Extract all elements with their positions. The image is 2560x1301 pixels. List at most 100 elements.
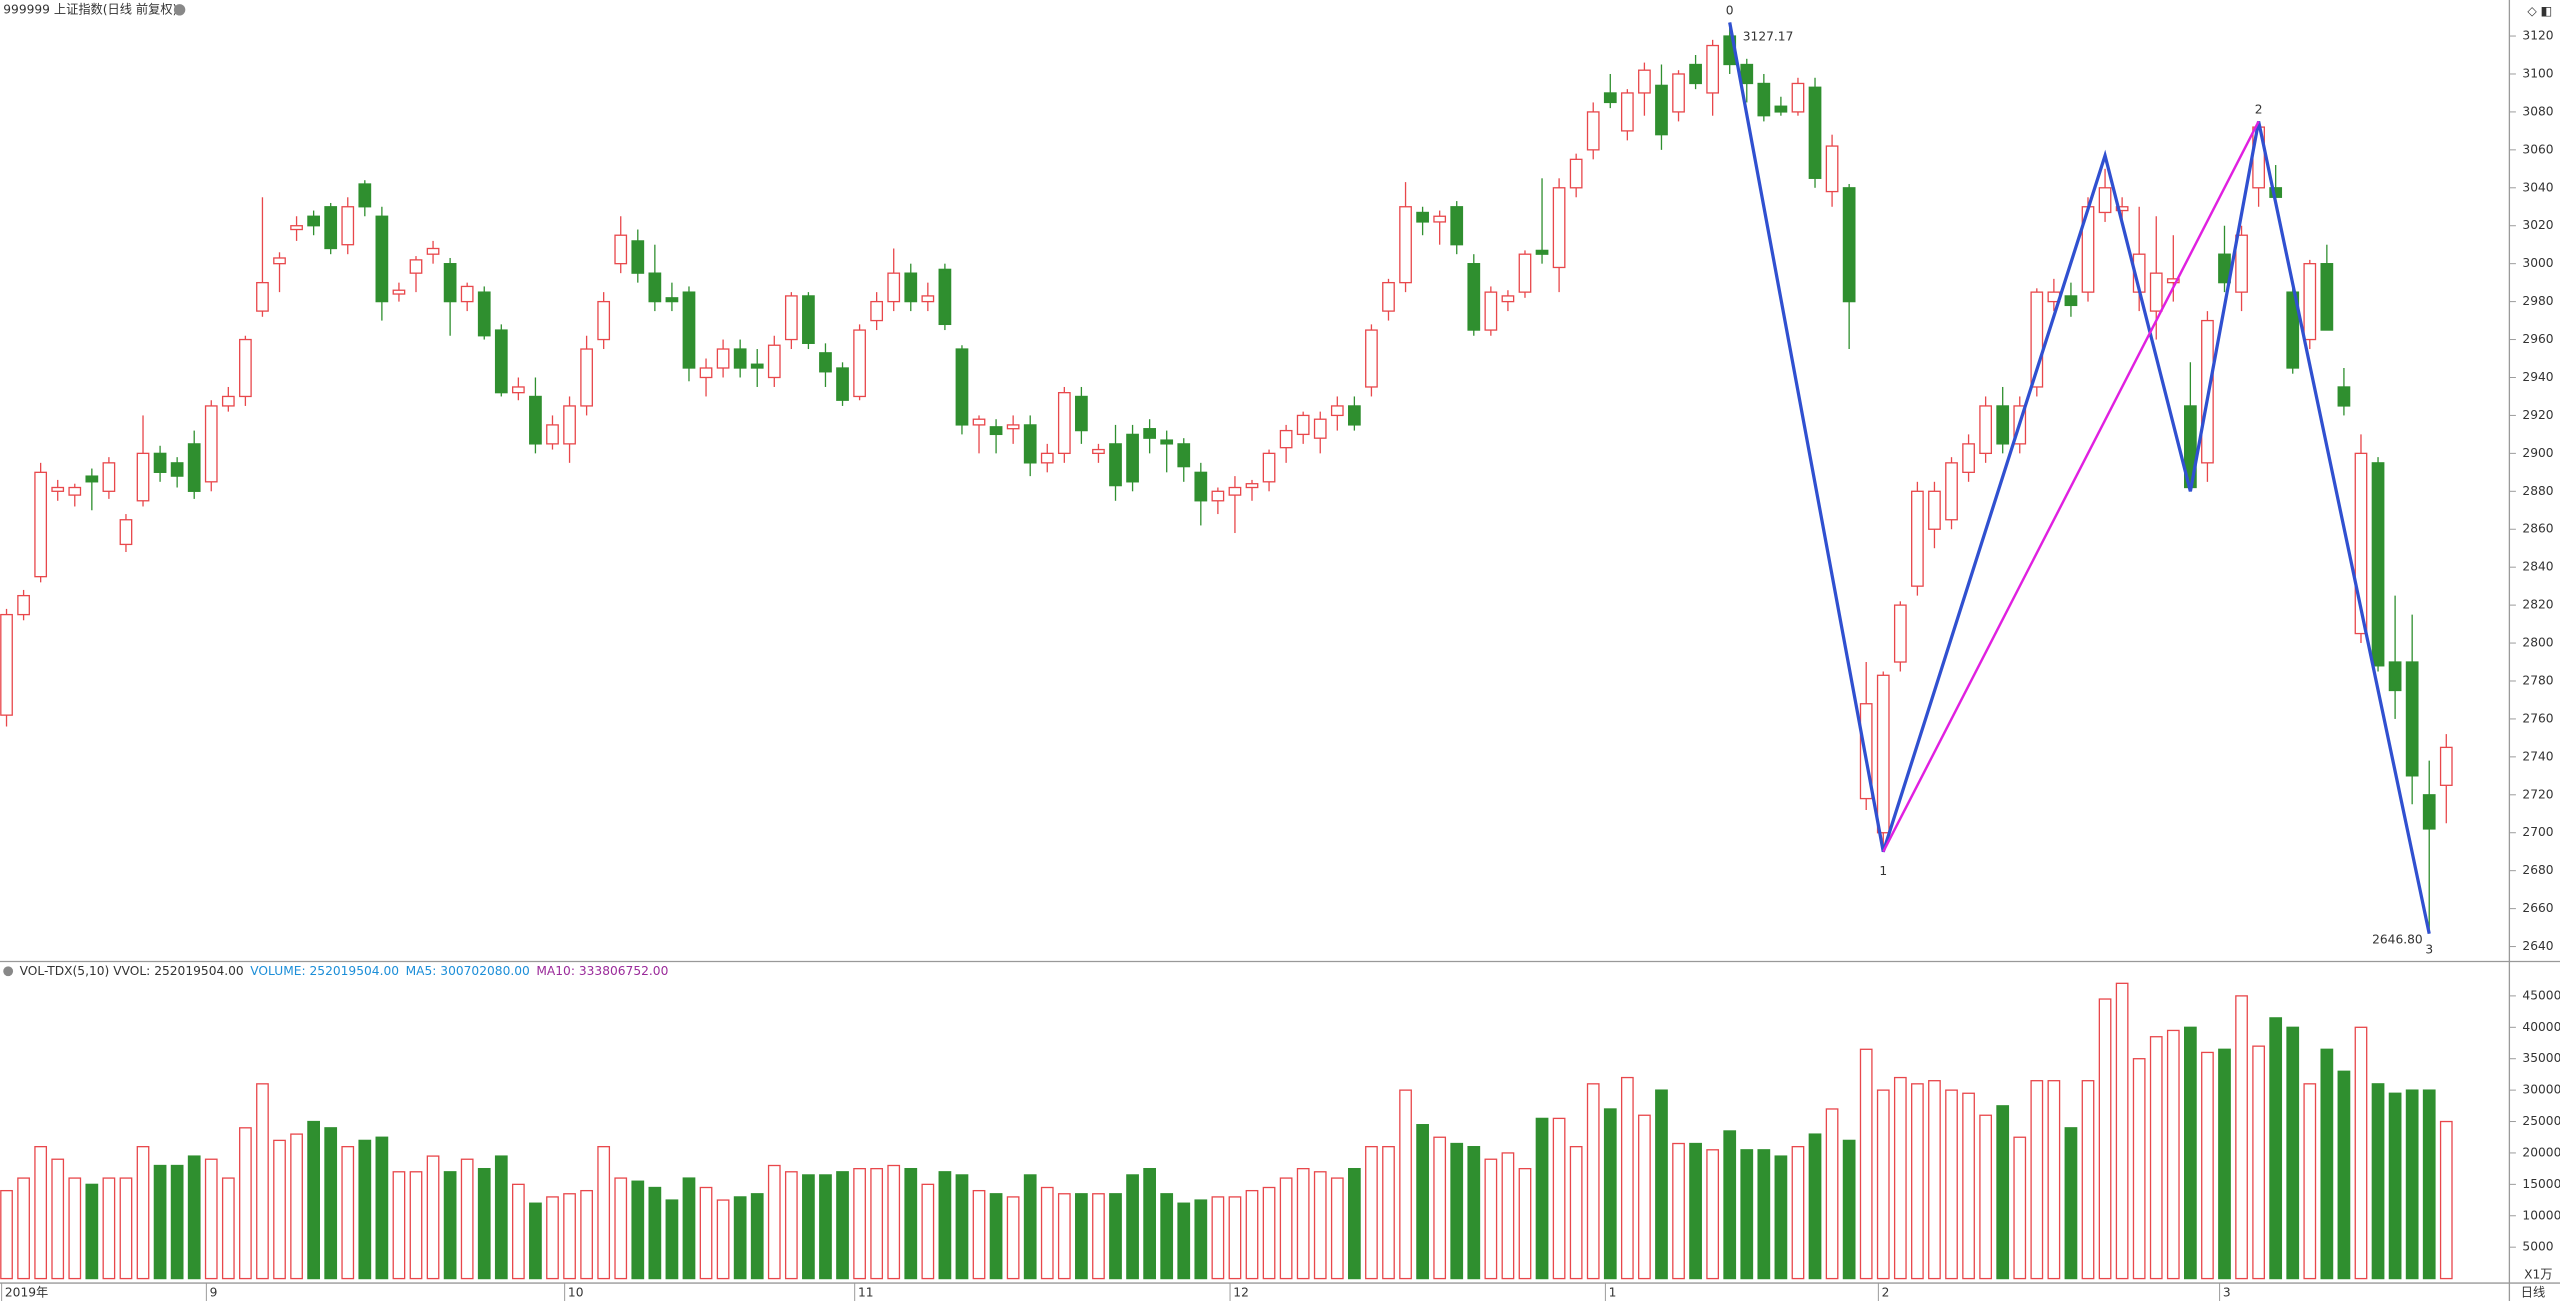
volume-bar: [221, 1177, 235, 1280]
candle-body: [1911, 490, 1924, 587]
volume-bar: [1859, 1048, 1873, 1280]
volume-bar: [2439, 1120, 2453, 1280]
volume-bar: [307, 1120, 321, 1280]
y-tick-label: 2900: [2522, 446, 2553, 460]
y-tick-label: 3000: [2522, 256, 2553, 270]
candle-body: [767, 344, 781, 379]
volume-bar: [68, 1177, 82, 1280]
candle-body: [1365, 329, 1378, 388]
volume-bar: [136, 1146, 150, 1280]
volume-bar: [1706, 1149, 1720, 1280]
volume-bar: [443, 1171, 457, 1280]
volume-bar: [563, 1193, 576, 1280]
candle-body: [34, 471, 48, 578]
candle-body: [0, 613, 13, 716]
volume-bar: [1672, 1142, 1685, 1280]
wave-line: [1882, 120, 2260, 853]
volume-bar: [853, 1167, 866, 1280]
volume-bar: [2183, 1026, 2197, 1280]
x-tick-label: 11: [858, 1285, 874, 1299]
volume-bar: [2388, 1092, 2402, 1280]
title-menu-icon[interactable]: [173, 4, 186, 16]
volume-menu-icon[interactable]: [3, 966, 14, 977]
chart-title: 999999 上证指数(日线 前复权): [3, 1, 177, 16]
volume-bar: [819, 1174, 832, 1280]
candle-body: [17, 594, 30, 616]
volume-bar: [836, 1171, 849, 1280]
window-buttons[interactable]: ◇ ◧: [2527, 4, 2552, 18]
volume-bar: [0, 1189, 13, 1280]
y-tick-label: 3080: [2522, 104, 2553, 118]
volume-bar: [1979, 1114, 1992, 1280]
candle-body: [460, 285, 474, 303]
volume-bar: [1399, 1089, 1412, 1280]
candle-body: [1501, 295, 1515, 303]
candle-body: [614, 234, 628, 265]
candle-body: [2098, 187, 2112, 214]
volume-bar: [733, 1196, 747, 1280]
volume-bar: [2047, 1080, 2061, 1280]
candle-body: [819, 352, 832, 373]
candle-body: [1347, 405, 1361, 426]
wave-label: 1: [1879, 864, 1887, 878]
volume-bar: [1262, 1186, 1276, 1280]
candle-body: [136, 452, 150, 502]
candle-body: [546, 424, 559, 445]
volume-bar: [2064, 1127, 2078, 1280]
volume-bar: [631, 1180, 645, 1280]
volume-bar: [1160, 1193, 1174, 1280]
candle-body: [1279, 429, 1293, 449]
candle-body: [1893, 604, 1907, 663]
y-tick-label: 2960: [2522, 332, 2553, 346]
volume-bar: [375, 1136, 389, 1280]
volume-bar: [2115, 982, 2129, 1280]
volume-bar: [887, 1164, 901, 1280]
volume-bar: [494, 1155, 508, 1280]
volume-bar: [1450, 1142, 1464, 1280]
volume-bar: [2337, 1070, 2351, 1280]
candle-body: [307, 215, 321, 227]
candle-body: [1399, 206, 1412, 284]
volume-bar: [409, 1171, 423, 1280]
volume-bar: [1040, 1186, 1054, 1280]
volume-bar: [921, 1183, 935, 1280]
candle-body: [1825, 145, 1839, 193]
volume-bar: [2405, 1089, 2419, 1280]
y-tick-label: 3060: [2522, 142, 2553, 156]
y-tick-label: 2820: [2522, 598, 2553, 612]
candle-body: [2235, 234, 2248, 293]
y-tick-label: 3100: [2522, 66, 2553, 80]
candle-body: [2303, 263, 2317, 341]
candle-body: [1313, 418, 1327, 439]
candle-body: [392, 289, 406, 295]
candle-body: [972, 418, 986, 426]
volume-bar: [2269, 1017, 2283, 1280]
volume-bar: [187, 1155, 201, 1280]
candle-body: [1092, 448, 1105, 455]
candle-body: [2422, 794, 2436, 830]
candle-body: [1638, 69, 1651, 94]
y-tick-label: 25000: [2522, 1114, 2560, 1128]
volume-legend: VOLUME: 252019504.00: [250, 964, 399, 978]
candle-body: [426, 247, 440, 255]
volume-bar: [2030, 1080, 2044, 1280]
x-tick-label: 9: [210, 1285, 218, 1299]
candle-body: [187, 443, 201, 492]
candle-body: [1057, 392, 1071, 455]
candle-body: [529, 395, 542, 445]
volume-bar: [1416, 1124, 1429, 1280]
candle-body: [494, 329, 508, 394]
volume-bar: [2081, 1080, 2095, 1280]
y-tick-label: 2880: [2522, 484, 2553, 498]
candle-body: [2115, 206, 2129, 212]
volume-bar: [51, 1158, 65, 1280]
candle-body: [1382, 281, 1395, 312]
volume-bar: [2252, 1045, 2265, 1280]
candle-body: [665, 297, 679, 303]
y-tick-label: 30000: [2522, 1083, 2560, 1097]
volume-bar: [290, 1133, 303, 1280]
volume-bar: [1467, 1146, 1481, 1280]
volume-bar: [1911, 1083, 1924, 1280]
volume-bar: [2303, 1083, 2317, 1280]
